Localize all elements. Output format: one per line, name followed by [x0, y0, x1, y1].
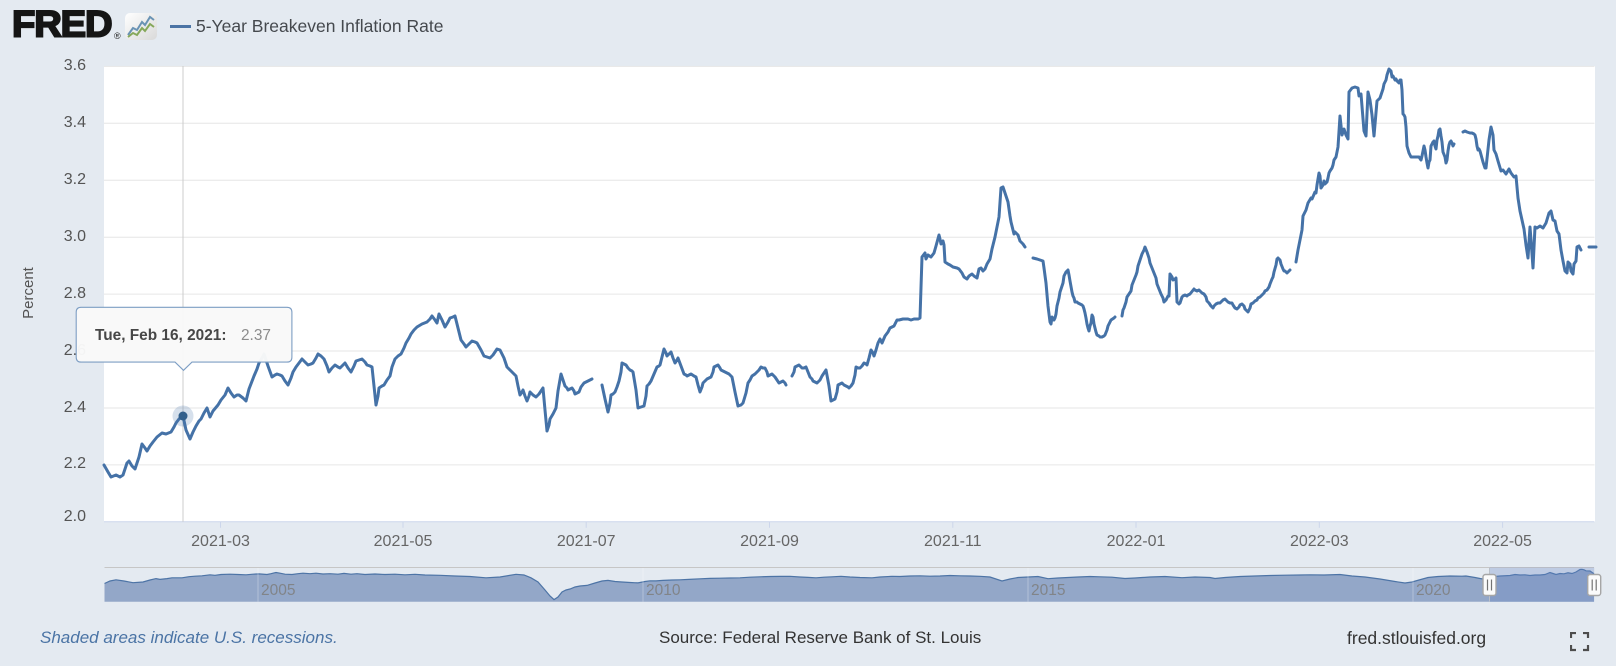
svg-text:Tue, Feb 16, 2021:: Tue, Feb 16, 2021: [95, 327, 226, 344]
svg-text:2.37: 2.37 [241, 327, 271, 344]
